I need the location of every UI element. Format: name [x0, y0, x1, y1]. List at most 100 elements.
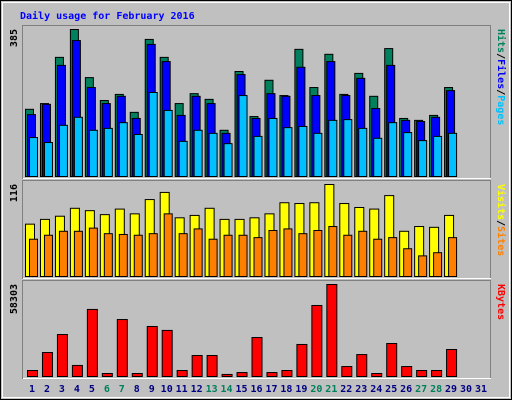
x-tick-label: 4: [74, 384, 80, 395]
bar: [118, 122, 128, 177]
x-tick-label: 22: [340, 384, 352, 395]
x-tick-label: 8: [134, 384, 140, 395]
bar: [446, 349, 458, 377]
bar: [388, 237, 398, 277]
bar: [238, 95, 248, 177]
bar: [103, 127, 113, 178]
bar: [328, 119, 338, 177]
bar: [193, 228, 203, 277]
x-tick-label: 10: [161, 384, 173, 395]
bar: [448, 132, 458, 177]
bar: [118, 233, 128, 277]
bar: [146, 325, 158, 377]
bar: [71, 364, 83, 377]
bar: [27, 370, 38, 378]
bar: [116, 319, 128, 377]
bar: [343, 234, 353, 277]
y-tick-label: 385: [9, 29, 20, 47]
bar: [371, 373, 383, 377]
x-tick-label: 19: [295, 384, 307, 395]
bar: [311, 304, 323, 377]
x-tick-label: 5: [89, 384, 95, 395]
bar: [133, 134, 143, 177]
x-tick-label: 16: [250, 384, 262, 395]
x-tick-label: 15: [236, 384, 248, 395]
bar: [208, 238, 218, 277]
bar: [326, 284, 338, 377]
bar: [148, 92, 158, 177]
bar: [266, 372, 278, 377]
bar: [401, 366, 413, 378]
bar: [281, 370, 293, 378]
x-tick-label: 3: [59, 384, 65, 395]
bar: [29, 238, 38, 277]
legend-separator: /: [495, 53, 506, 59]
bar: [58, 124, 68, 177]
x-tick-label: 7: [119, 384, 125, 395]
bar: [191, 355, 203, 378]
x-tick-label: 29: [445, 384, 457, 395]
bar: [221, 373, 233, 377]
bar: [373, 238, 383, 277]
bar: [416, 370, 428, 378]
x-tick-label: 25: [385, 384, 397, 395]
bar: [268, 117, 278, 177]
y-tick-label: 58303: [9, 284, 20, 314]
x-tick-label: 1: [29, 384, 35, 395]
bar: [386, 343, 398, 378]
bar: [29, 137, 38, 178]
x-tick-label: 21: [325, 384, 337, 395]
bar: [253, 237, 263, 277]
bar: [178, 233, 188, 277]
legend-entry: Visits: [495, 184, 507, 220]
x-tick-label: 12: [191, 384, 203, 395]
bar: [223, 143, 233, 177]
x-tick-label: 26: [400, 384, 412, 395]
bar: [103, 233, 113, 277]
x-tick-label: 30: [460, 384, 472, 395]
x-tick-label: 9: [149, 384, 155, 395]
y-tick-label: 116: [9, 184, 20, 202]
bar: [206, 355, 218, 378]
bar: [208, 132, 218, 177]
x-tick-label: 17: [265, 384, 277, 395]
legend: Hits/Files/Pages: [495, 29, 507, 125]
x-tick-label: 11: [176, 384, 188, 395]
bar: [388, 122, 398, 177]
legend-entry: Hits: [495, 29, 507, 53]
bar: [73, 116, 83, 178]
legend: Visits/Sites: [495, 184, 507, 256]
bar: [88, 227, 98, 278]
bar: [356, 354, 368, 378]
bar: [313, 230, 323, 277]
bar: [373, 137, 383, 177]
bar: [148, 233, 158, 277]
bar: [403, 248, 413, 277]
bar: [283, 127, 293, 177]
bar: [253, 135, 263, 177]
x-tick-label: 28: [430, 384, 442, 395]
bar: [86, 308, 98, 377]
x-tick-label: 14: [221, 384, 233, 395]
bar: [418, 255, 428, 277]
x-tick-label: 6: [104, 384, 110, 395]
bar: [431, 370, 443, 378]
legend-separator: /: [495, 220, 506, 226]
bar: [56, 334, 68, 378]
x-tick-label: 20: [310, 384, 322, 395]
bar: [58, 230, 68, 278]
bar: [43, 142, 53, 178]
x-tick-label: 31: [475, 384, 487, 395]
bar: [418, 140, 428, 177]
legend-entry: Pages: [495, 95, 506, 125]
bar: [403, 132, 413, 178]
bar: [193, 129, 203, 178]
bar: [298, 125, 308, 177]
bar: [251, 337, 263, 377]
legend-separator: /: [495, 89, 506, 95]
x-tick-label: 2: [44, 384, 50, 395]
bar: [41, 352, 53, 377]
